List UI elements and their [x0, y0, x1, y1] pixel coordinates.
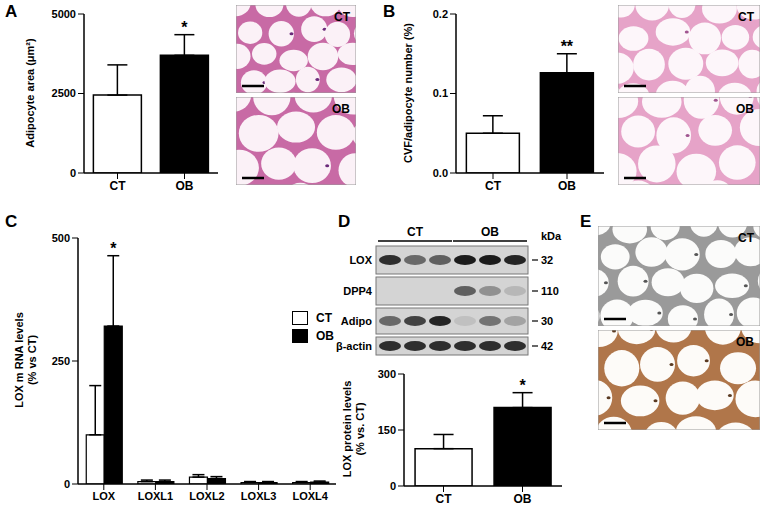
- svg-text:CT: CT: [334, 10, 351, 24]
- svg-text:0: 0: [390, 480, 396, 492]
- svg-text:CT: CT: [485, 179, 502, 193]
- svg-text:0: 0: [64, 478, 70, 490]
- svg-text:150: 150: [378, 424, 396, 436]
- svg-text:0.2: 0.2: [433, 8, 448, 20]
- svg-text:LOXL4: LOXL4: [292, 490, 328, 502]
- html-text:CVF/adipocyte number (%): CVF/adipocyte number (%): [400, 22, 413, 163]
- svg-text:2500: 2500: [52, 87, 76, 99]
- svg-text:LOXL3: LOXL3: [241, 490, 276, 502]
- svg-text:110: 110: [541, 285, 559, 297]
- svg-text:32: 32: [541, 254, 553, 266]
- svg-text:0: 0: [70, 167, 76, 179]
- svg-text:250: 250: [52, 355, 70, 367]
- html-text:E: E: [580, 212, 592, 231]
- html-text:D: D: [338, 212, 351, 231]
- svg-text:CT: CT: [407, 225, 424, 239]
- svg-text:β-actin: β-actin: [336, 340, 372, 352]
- svg-text:0.0: 0.0: [433, 167, 448, 179]
- html-text:C: C: [5, 212, 18, 231]
- svg-text:OB: OB: [736, 102, 754, 116]
- svg-text:CT: CT: [738, 10, 755, 24]
- html-text:Adipocyte area (μm²): Adipocyte area (μm²): [22, 37, 35, 148]
- svg-text:DPP4: DPP4: [343, 285, 373, 297]
- svg-text:30: 30: [541, 315, 553, 327]
- svg-text:CT: CT: [110, 179, 127, 193]
- svg-text:LOX: LOX: [349, 254, 372, 266]
- svg-text:*: *: [110, 240, 117, 257]
- svg-text:5000: 5000: [52, 8, 76, 20]
- html-text:CT: CT: [316, 310, 332, 325]
- html-text:OB: OB: [316, 328, 334, 343]
- svg-text:LOX: LOX: [92, 490, 115, 502]
- html-text:LOX m RNA levels: LOX m RNA levels: [13, 312, 25, 408]
- html-text:LOX protein levels: LOX protein levels: [341, 380, 353, 478]
- svg-text:OB: OB: [558, 179, 576, 193]
- svg-text:300: 300: [378, 368, 396, 380]
- html-text:B: B: [383, 2, 396, 21]
- svg-text:OB: OB: [332, 102, 350, 116]
- svg-text:OB: OB: [514, 492, 532, 506]
- html-text:(% vs. CT): (% vs. CT): [354, 402, 366, 456]
- svg-text:42: 42: [541, 340, 553, 352]
- svg-text:OB: OB: [481, 225, 499, 239]
- svg-text:CT: CT: [436, 492, 453, 506]
- html-text:A: A: [5, 2, 18, 21]
- svg-text:LOXL2: LOXL2: [189, 490, 224, 502]
- svg-text:OB: OB: [176, 179, 194, 193]
- svg-text:**: **: [561, 38, 574, 55]
- svg-text:CT: CT: [738, 231, 755, 245]
- svg-text:kDa: kDa: [541, 230, 562, 242]
- svg-text:LOXL1: LOXL1: [138, 490, 173, 502]
- html-text:(% vs CT): (% vs CT): [26, 334, 38, 386]
- svg-text:0.1: 0.1: [433, 87, 448, 99]
- svg-text:*: *: [181, 19, 188, 36]
- svg-text:*: *: [519, 377, 526, 394]
- svg-text:OB: OB: [736, 335, 754, 349]
- svg-text:500: 500: [52, 232, 70, 244]
- svg-text:Adipo: Adipo: [341, 315, 372, 327]
